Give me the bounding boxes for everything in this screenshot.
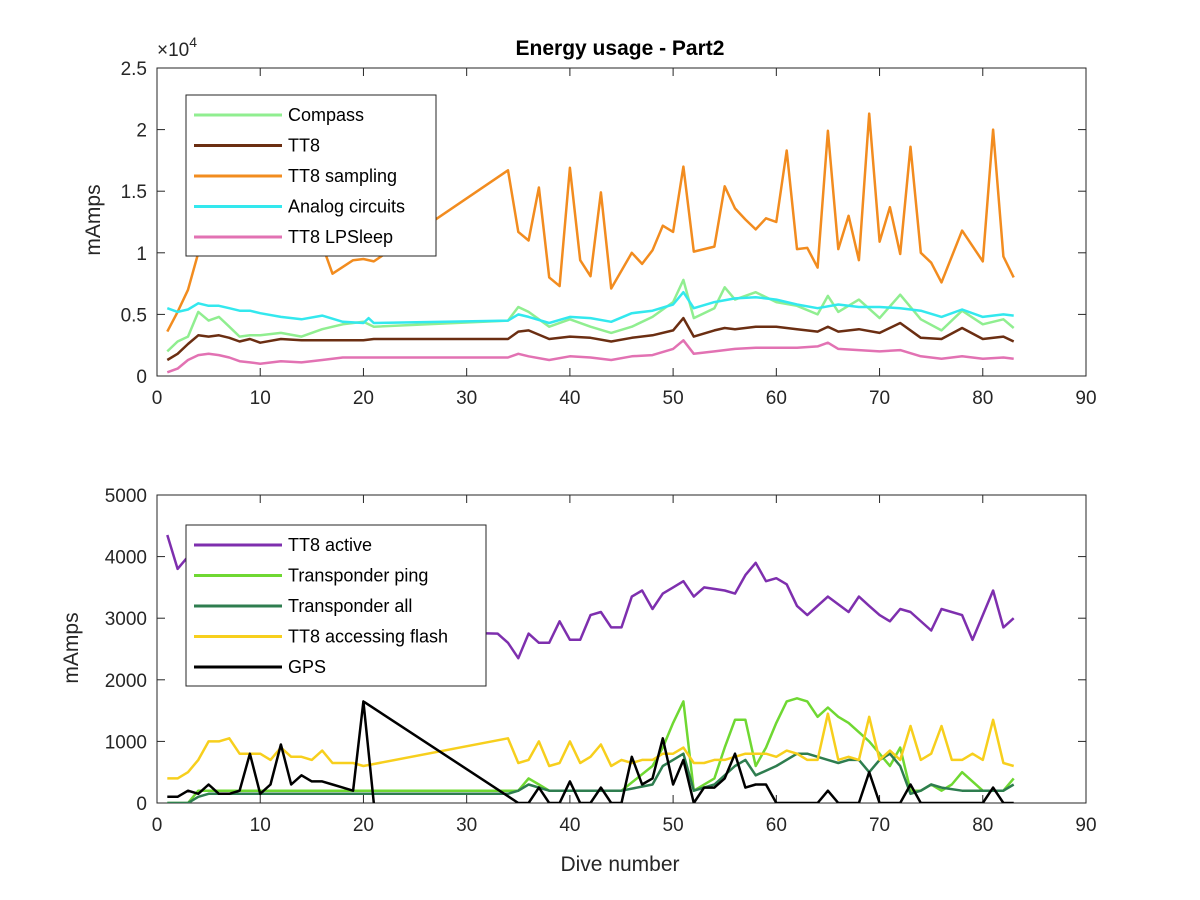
legend-label-tt8-active: TT8 active xyxy=(288,535,372,555)
top-y-tick-label: 0.5 xyxy=(121,305,147,326)
bottom-y-tick-label: 1000 xyxy=(105,732,147,753)
y-exponent-power: 4 xyxy=(189,34,197,50)
bottom-x-tick-label: 30 xyxy=(456,815,477,836)
series-line-analog-circuits xyxy=(166,290,1014,325)
top-x-tick-label: 0 xyxy=(152,388,163,409)
series-line-tt8 xyxy=(166,316,1015,362)
bottom-y-tick-label: 4000 xyxy=(105,548,147,569)
y-exponent-base: ×10 xyxy=(157,40,189,61)
x-axis-label: Dive number xyxy=(560,853,679,876)
top-x-tick-label: 70 xyxy=(869,388,890,409)
bottom-y-tick-label: 5000 xyxy=(105,486,147,507)
top-y-tick-label: 0 xyxy=(136,367,147,388)
bottom-y-axis-label: mAmps xyxy=(60,612,83,683)
bottom-x-tick-label: 10 xyxy=(250,815,271,836)
legend-label-tt8-lpsleep: TT8 LPSleep xyxy=(288,227,393,247)
bottom-legend: TT8 active Transponder ping Transponder al… xyxy=(185,524,487,687)
series-line-transponder-all xyxy=(167,752,1015,803)
bottom-x-tick-label: 90 xyxy=(1075,815,1096,836)
top-y-tick-label: 1.5 xyxy=(121,182,147,203)
top-x-tick-label: 40 xyxy=(559,388,580,409)
top-x-tick-label: 50 xyxy=(663,388,684,409)
legend-label-transponder-all: Transponder all xyxy=(288,596,412,616)
top-legend: Compass TT8 TT8 sampling Analog circuits TT8… xyxy=(185,94,437,257)
legend-label-analog-circuits: Analog circuits xyxy=(288,197,405,217)
legend-label-tt8-sampling: TT8 sampling xyxy=(288,166,397,186)
top-x-tick-label: 20 xyxy=(353,388,374,409)
bottom-plot: mAmps Dive number 0 10 20 30 40 50 60 70 80 90 0 10… xyxy=(60,486,1097,876)
top-axes-box xyxy=(156,67,1087,377)
series-line-transponder-ping xyxy=(167,697,1015,803)
top-x-tick-label: 60 xyxy=(766,388,787,409)
bottom-x-tick-label: 60 xyxy=(766,815,787,836)
legend-label-gps: GPS xyxy=(288,657,326,677)
top-x-tick-label: 80 xyxy=(972,388,993,409)
top-y-tick-label: 1 xyxy=(136,244,147,265)
legend-label-compass: Compass xyxy=(288,105,364,125)
top-x-tick-label: 10 xyxy=(250,388,271,409)
legend-label-transponder-ping: Transponder ping xyxy=(288,566,428,586)
series-line-gps xyxy=(167,700,1014,803)
bottom-x-tick-label: 40 xyxy=(559,815,580,836)
top-y-tick-label: 2 xyxy=(136,121,147,142)
legend-label-tt8-accessing-flash: TT8 accessing flash xyxy=(288,627,448,647)
bottom-x-tick-label: 50 xyxy=(663,815,684,836)
top-y-tick-label: 2.5 xyxy=(121,59,147,80)
series-line-tt8-sampling xyxy=(166,112,1015,333)
top-x-tick-label: 90 xyxy=(1075,388,1096,409)
legend-label-tt8: TT8 xyxy=(288,136,320,156)
top-x-tick-label: 30 xyxy=(456,388,477,409)
bottom-x-tick-label: 0 xyxy=(152,815,163,836)
top-series-lines xyxy=(166,112,1015,374)
bottom-x-tick-label: 80 xyxy=(972,815,993,836)
bottom-x-tick-label: 70 xyxy=(869,815,890,836)
series-line-compass xyxy=(166,278,1015,353)
top-plot: Energy usage - Part2 ×104 mAmps 0 10 20 30 4… xyxy=(82,34,1097,409)
top-y-axis-label: mAmps xyxy=(82,184,105,255)
figure-title: Energy usage - Part2 xyxy=(516,37,725,60)
top-y-exponent-label: ×104 xyxy=(157,34,197,61)
bottom-y-tick-label: 2000 xyxy=(105,671,147,692)
bottom-x-tick-label: 20 xyxy=(353,815,374,836)
bottom-y-tick-label: 3000 xyxy=(105,609,147,630)
bottom-y-tick-label: 0 xyxy=(136,794,147,815)
series-line-tt8-lpsleep xyxy=(166,339,1014,374)
